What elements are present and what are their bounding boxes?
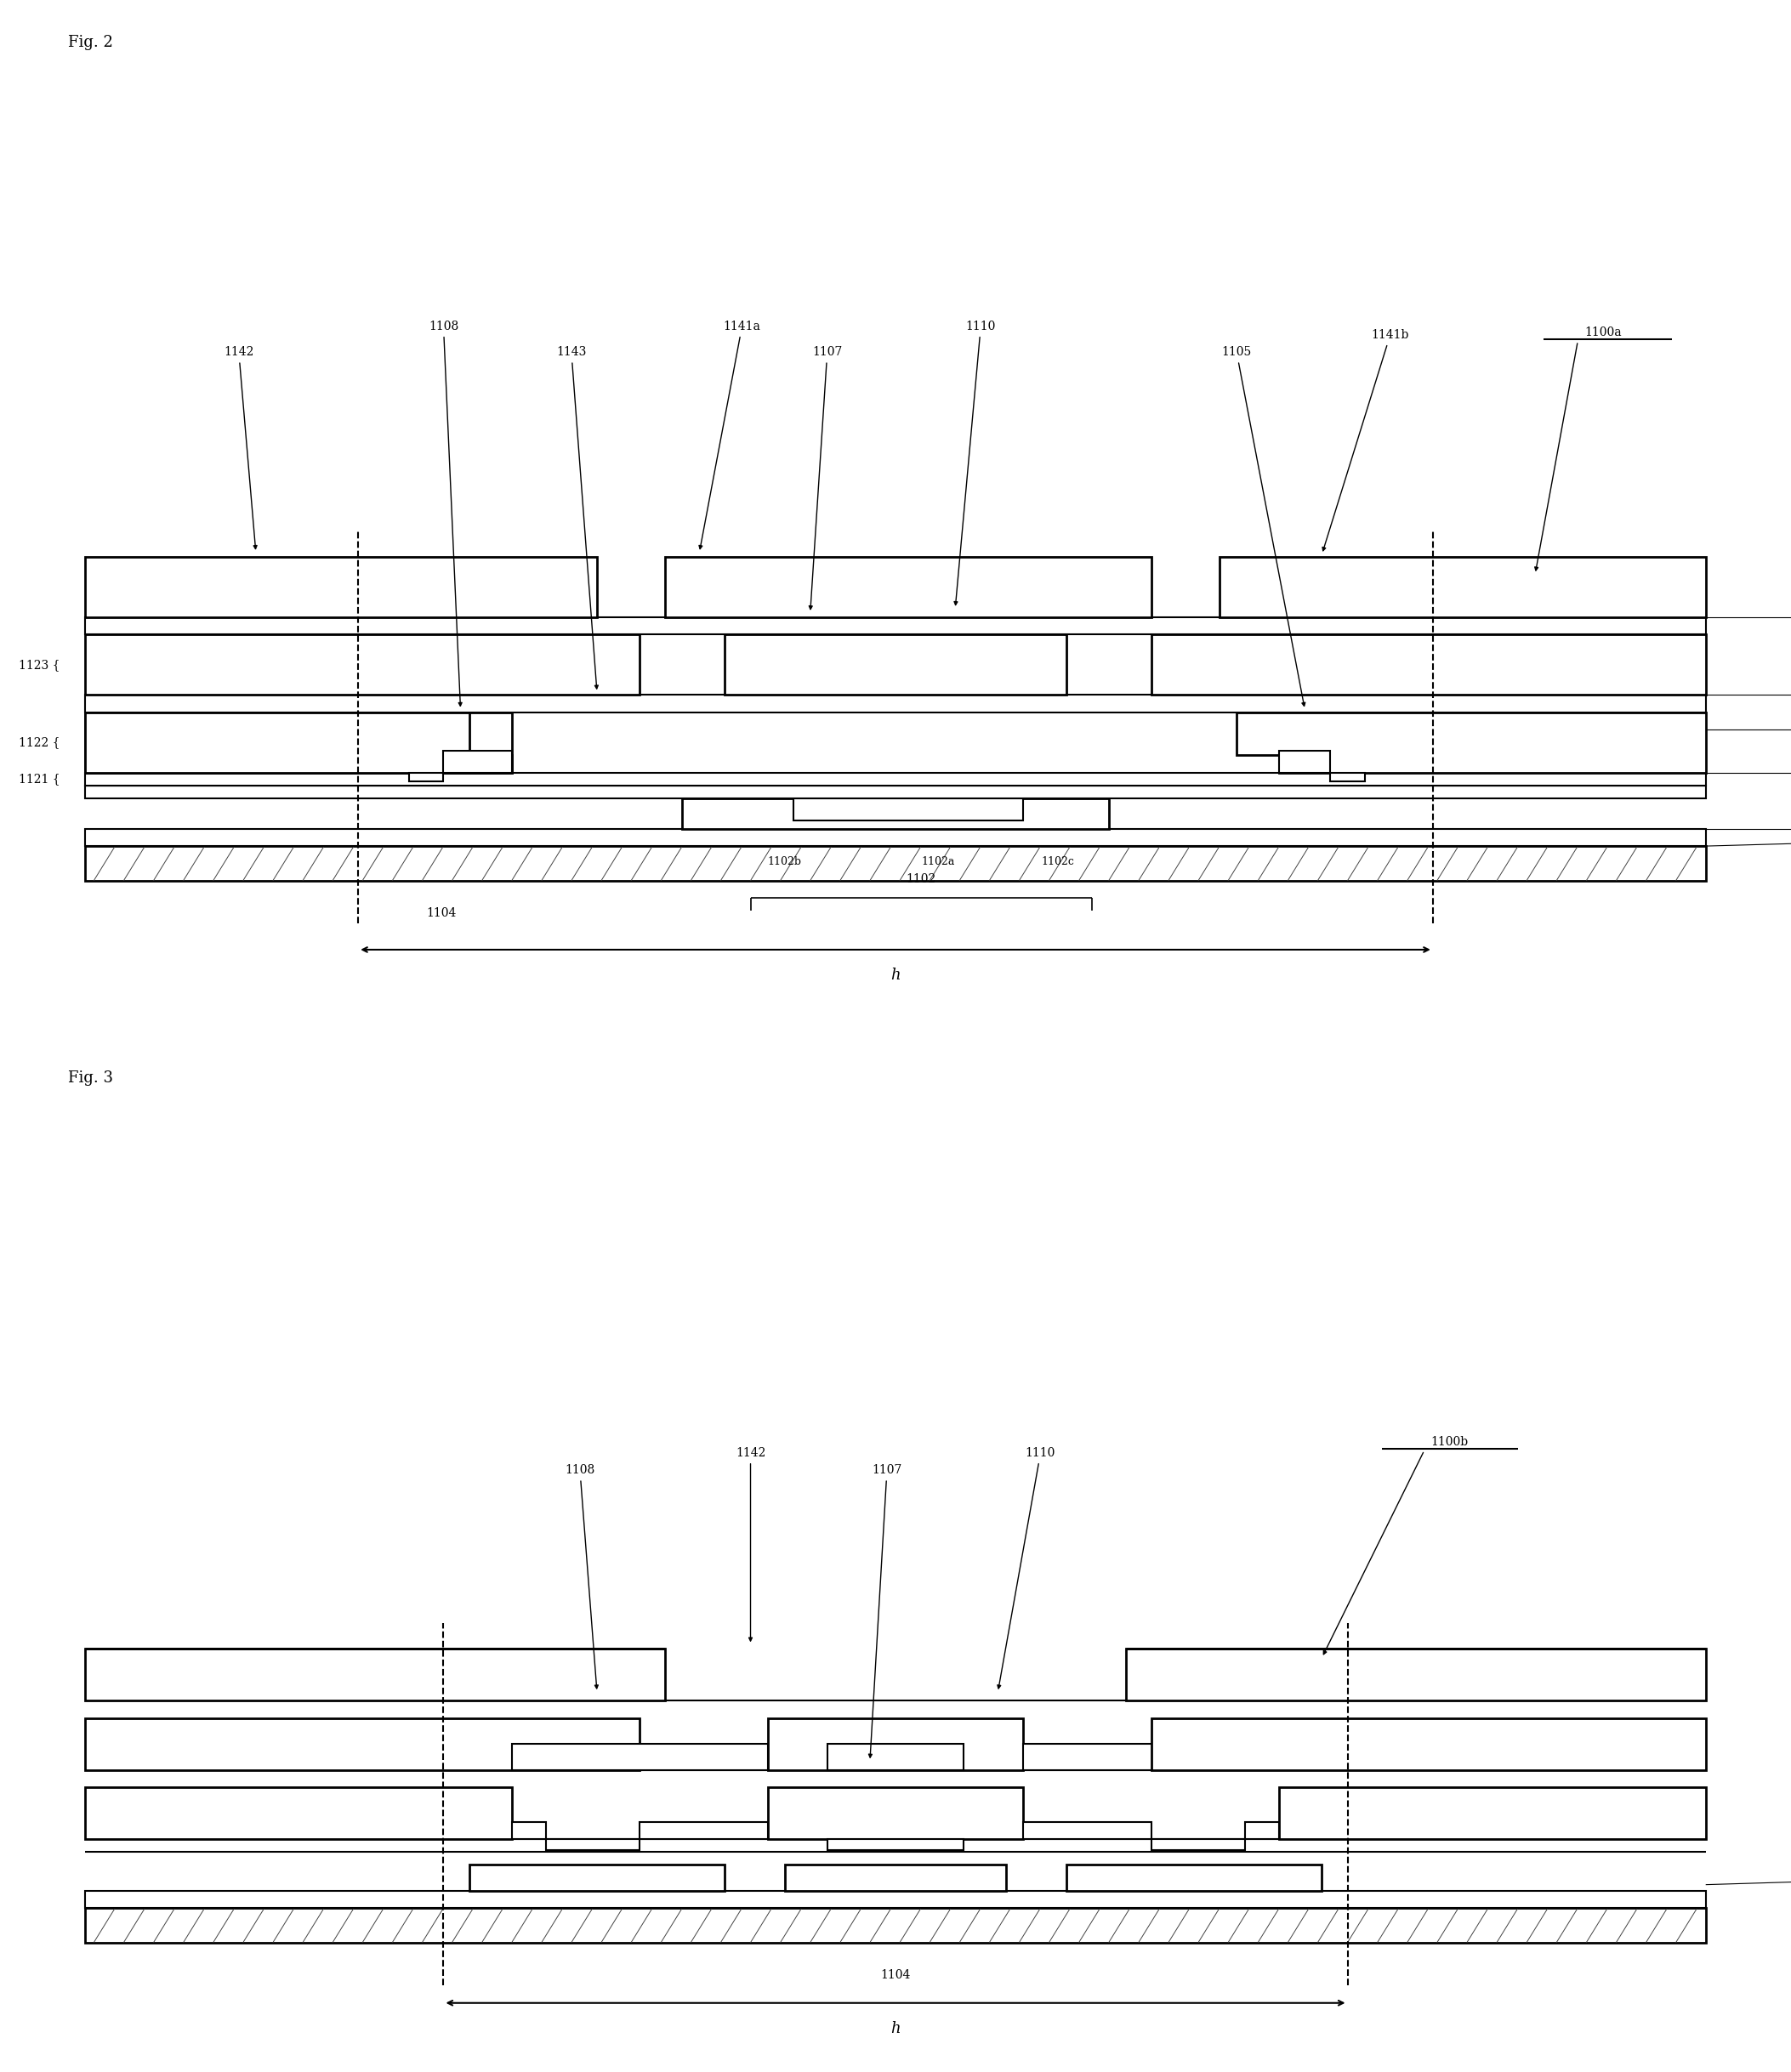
- Polygon shape: [86, 1786, 512, 1840]
- Polygon shape: [86, 694, 1705, 713]
- Text: 1102b: 1102b: [768, 856, 802, 868]
- Polygon shape: [1152, 1718, 1705, 1769]
- Polygon shape: [1279, 750, 1365, 781]
- Text: 1142: 1142: [736, 1446, 765, 1641]
- Text: 1104: 1104: [881, 1970, 910, 1981]
- Text: 1142: 1142: [224, 346, 256, 549]
- Polygon shape: [512, 1821, 768, 1850]
- Polygon shape: [725, 634, 1066, 694]
- Text: 1141b: 1141b: [1322, 329, 1410, 551]
- Polygon shape: [1236, 713, 1705, 773]
- Polygon shape: [827, 1840, 964, 1850]
- Polygon shape: [86, 1649, 664, 1701]
- Polygon shape: [664, 557, 1152, 617]
- Text: 1104: 1104: [426, 908, 457, 920]
- Polygon shape: [1152, 634, 1705, 694]
- Polygon shape: [86, 829, 1705, 845]
- Polygon shape: [768, 1786, 1023, 1840]
- Text: 1122 {: 1122 {: [18, 736, 59, 748]
- Polygon shape: [410, 750, 512, 781]
- Polygon shape: [86, 785, 1705, 798]
- Text: 1108: 1108: [428, 321, 462, 707]
- Polygon shape: [793, 798, 1023, 821]
- Text: 1108: 1108: [564, 1465, 598, 1689]
- Polygon shape: [86, 1718, 639, 1769]
- Polygon shape: [1023, 1821, 1279, 1850]
- Text: h: h: [890, 2020, 901, 2037]
- Text: 1100a: 1100a: [1585, 327, 1623, 338]
- Text: 1102: 1102: [906, 872, 937, 885]
- Polygon shape: [86, 845, 1705, 881]
- Text: 1121 {: 1121 {: [18, 773, 59, 785]
- Text: 1107: 1107: [869, 1465, 903, 1757]
- Text: 1123 {: 1123 {: [18, 659, 59, 671]
- Polygon shape: [1066, 1865, 1322, 1890]
- Text: 1143: 1143: [557, 346, 598, 688]
- Text: 1110: 1110: [955, 321, 996, 605]
- Polygon shape: [469, 1865, 725, 1890]
- Text: 1110: 1110: [998, 1446, 1055, 1689]
- Polygon shape: [86, 617, 1705, 634]
- Polygon shape: [86, 713, 512, 773]
- Polygon shape: [86, 557, 596, 617]
- Polygon shape: [1023, 1745, 1279, 1769]
- Text: 1141a: 1141a: [698, 321, 761, 549]
- Text: 1102c: 1102c: [1041, 856, 1075, 868]
- Polygon shape: [86, 773, 1705, 785]
- Text: Fig. 3: Fig. 3: [68, 1071, 113, 1086]
- Polygon shape: [86, 1908, 1705, 1944]
- Text: 1107: 1107: [810, 346, 842, 609]
- Polygon shape: [512, 1745, 768, 1769]
- Polygon shape: [1279, 1786, 1705, 1840]
- Polygon shape: [827, 1745, 964, 1769]
- Text: 1100b: 1100b: [1431, 1436, 1469, 1448]
- Polygon shape: [86, 1890, 1705, 1908]
- Polygon shape: [86, 634, 639, 694]
- Polygon shape: [1127, 1649, 1705, 1701]
- Text: 1105: 1105: [1221, 346, 1306, 707]
- Polygon shape: [1220, 557, 1705, 617]
- Text: 1102a: 1102a: [921, 856, 955, 868]
- Text: h: h: [890, 968, 901, 984]
- Polygon shape: [86, 713, 512, 773]
- Polygon shape: [768, 1718, 1023, 1769]
- Polygon shape: [784, 1865, 1007, 1890]
- Text: Fig. 2: Fig. 2: [68, 35, 113, 50]
- Polygon shape: [682, 798, 1109, 829]
